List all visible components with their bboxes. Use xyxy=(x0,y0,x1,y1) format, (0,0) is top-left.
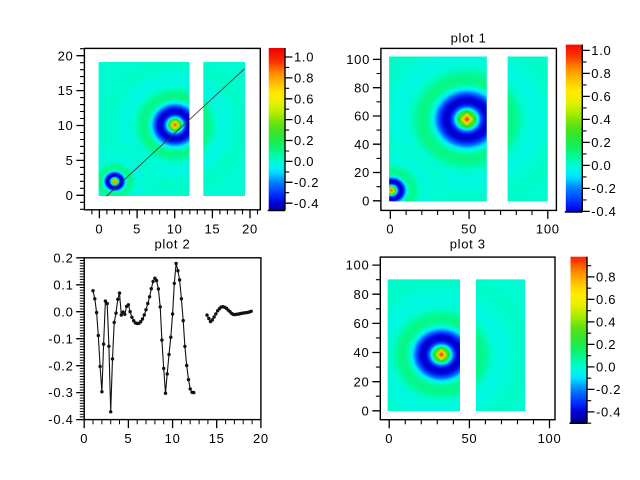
svg-text:50: 50 xyxy=(461,431,477,446)
svg-text:10: 10 xyxy=(165,431,181,446)
svg-text:50: 50 xyxy=(461,221,477,236)
svg-text:0.2: 0.2 xyxy=(591,135,611,150)
svg-text:100: 100 xyxy=(346,258,370,273)
svg-text:-0.2: -0.2 xyxy=(48,358,73,373)
svg-text:0: 0 xyxy=(361,403,369,418)
svg-text:0.8: 0.8 xyxy=(591,66,611,81)
svg-text:15: 15 xyxy=(204,221,220,236)
svg-text:5: 5 xyxy=(66,153,74,168)
svg-text:-0.2: -0.2 xyxy=(294,175,319,190)
svg-text:20: 20 xyxy=(242,221,258,236)
svg-text:-0.4: -0.4 xyxy=(596,405,621,420)
svg-text:-0.1: -0.1 xyxy=(48,331,73,346)
svg-text:0.0: 0.0 xyxy=(596,360,616,375)
svg-text:0.8: 0.8 xyxy=(294,71,314,86)
svg-text:15: 15 xyxy=(209,431,225,446)
svg-text:0: 0 xyxy=(386,221,394,236)
svg-text:0.4: 0.4 xyxy=(591,112,611,127)
svg-text:0: 0 xyxy=(362,193,370,208)
svg-text:10: 10 xyxy=(58,118,74,133)
svg-text:-0.2: -0.2 xyxy=(596,382,621,397)
svg-text:0.0: 0.0 xyxy=(53,304,73,319)
svg-text:1.0: 1.0 xyxy=(294,50,314,65)
svg-text:0.1: 0.1 xyxy=(53,277,73,292)
svg-text:5: 5 xyxy=(124,431,132,446)
svg-text:60: 60 xyxy=(354,109,370,124)
svg-text:0.0: 0.0 xyxy=(591,158,611,173)
svg-text:0.8: 0.8 xyxy=(596,270,616,285)
svg-text:40: 40 xyxy=(354,137,370,152)
svg-text:0: 0 xyxy=(80,431,88,446)
svg-text:100: 100 xyxy=(346,52,370,67)
svg-text:-0.4: -0.4 xyxy=(294,196,319,211)
svg-text:60: 60 xyxy=(354,316,370,331)
svg-text:0.2: 0.2 xyxy=(53,250,73,265)
svg-text:10: 10 xyxy=(167,221,183,236)
svg-text:0.6: 0.6 xyxy=(591,89,611,104)
svg-text:0.2: 0.2 xyxy=(596,337,616,352)
svg-text:plot 1: plot 1 xyxy=(451,31,487,46)
svg-text:0.4: 0.4 xyxy=(596,315,616,330)
svg-text:80: 80 xyxy=(354,287,370,302)
svg-text:0: 0 xyxy=(66,188,74,203)
svg-text:-0.4: -0.4 xyxy=(48,412,73,427)
svg-text:-0.2: -0.2 xyxy=(591,181,616,196)
svg-text:100: 100 xyxy=(536,221,560,236)
svg-text:40: 40 xyxy=(354,345,370,360)
svg-text:80: 80 xyxy=(354,80,370,95)
svg-text:0.2: 0.2 xyxy=(294,133,314,148)
svg-text:100: 100 xyxy=(538,431,562,446)
svg-text:5: 5 xyxy=(133,221,141,236)
svg-text:20: 20 xyxy=(253,431,269,446)
svg-text:plot 2: plot 2 xyxy=(154,237,190,252)
svg-text:-0.3: -0.3 xyxy=(48,385,73,400)
svg-text:0: 0 xyxy=(95,221,103,236)
svg-text:0.0: 0.0 xyxy=(294,154,314,169)
svg-text:0.6: 0.6 xyxy=(294,91,314,106)
svg-text:0.6: 0.6 xyxy=(596,292,616,307)
svg-text:15: 15 xyxy=(58,83,74,98)
svg-text:20: 20 xyxy=(58,48,74,63)
svg-text:0.4: 0.4 xyxy=(294,112,314,127)
svg-text:1.0: 1.0 xyxy=(591,43,611,58)
svg-text:-0.4: -0.4 xyxy=(591,204,616,219)
svg-text:20: 20 xyxy=(354,165,370,180)
svg-text:20: 20 xyxy=(354,374,370,389)
svg-text:0: 0 xyxy=(385,431,393,446)
svg-text:plot 3: plot 3 xyxy=(450,237,486,252)
